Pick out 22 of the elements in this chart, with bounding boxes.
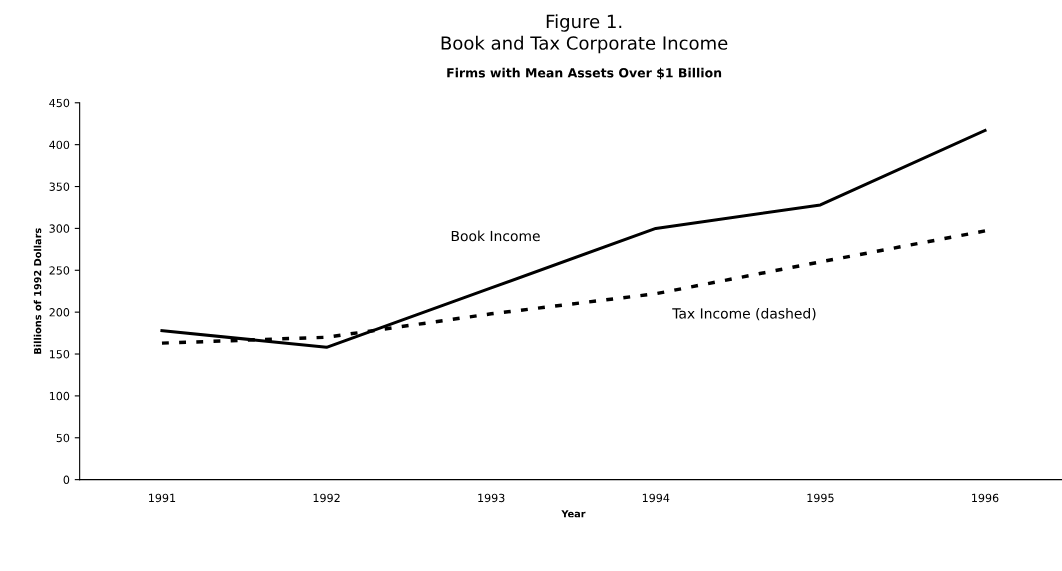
y-tick-label: 150 xyxy=(49,349,70,359)
x-tick-label: 1991 xyxy=(149,493,176,503)
chart-subtitle: Firms with Mean Assets Over $1 Billion xyxy=(447,67,722,80)
x-tick-label: 1995 xyxy=(807,493,834,503)
x-tick-label: 1993 xyxy=(478,493,505,503)
series-label: Book Income xyxy=(451,230,540,242)
x-tick-label: 1994 xyxy=(642,493,670,503)
y-tick-label: 400 xyxy=(49,140,70,150)
y-tick-label: 300 xyxy=(49,224,70,233)
y-tick-label: 450 xyxy=(49,98,70,108)
y-tick-label: 50 xyxy=(56,433,70,443)
y-axis-title: Billions of 1992 Dollars xyxy=(33,228,42,354)
chart-title: Figure 1. Book and Tax Corporate Income xyxy=(441,14,728,54)
y-tick-label: 350 xyxy=(49,182,70,191)
y-tick-label: 250 xyxy=(49,266,70,275)
x-tick-label: 1992 xyxy=(313,493,340,503)
y-tick-label: 100 xyxy=(49,391,70,401)
series-label: Tax Income (dashed) xyxy=(672,307,816,321)
y-tick-label: 200 xyxy=(49,308,70,317)
x-tick-label: 1996 xyxy=(972,493,999,503)
y-tick-label: 0 xyxy=(63,475,70,485)
x-axis-title: Year xyxy=(561,510,586,518)
